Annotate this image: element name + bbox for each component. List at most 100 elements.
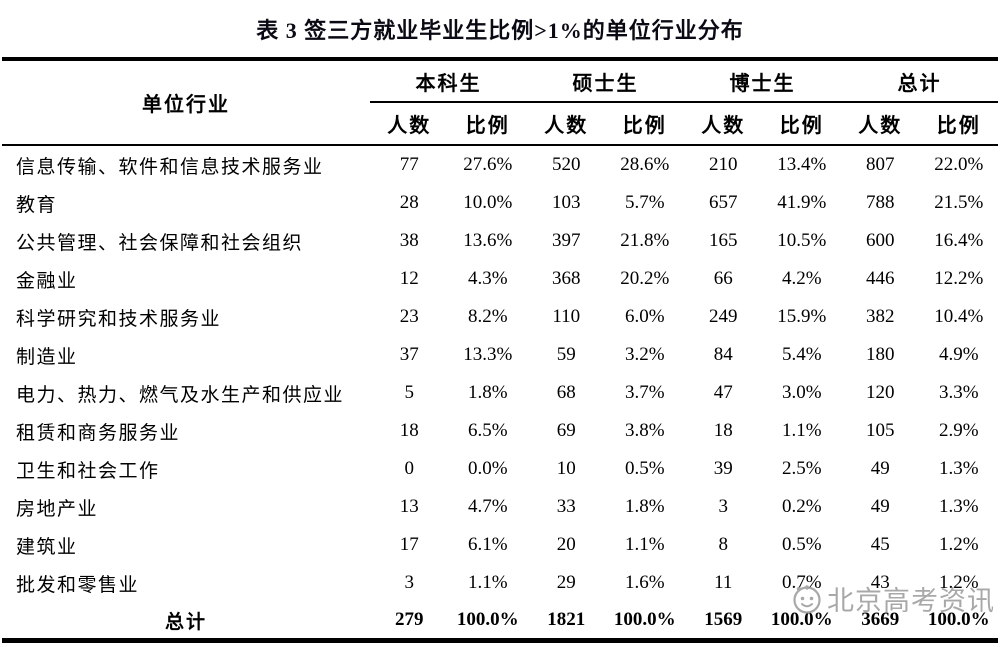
industry-label: 电力、热力、燃气及水生产和供应业	[16, 384, 345, 406]
ratio-cell: 1.2%	[938, 534, 979, 555]
table-row: 制造业 37 13.3% 59 3.2% 84 5.4% 180 4.9%	[2, 336, 998, 374]
count-cell: 520	[552, 154, 581, 175]
ratio-cell: 1.3%	[938, 458, 979, 479]
count-cell: 66	[713, 268, 733, 289]
count-cell: 84	[713, 344, 733, 365]
group-header-master: 硕士生	[527, 59, 684, 103]
ratio-cell: 16.4%	[934, 230, 984, 251]
table-row: 金融业 12 4.3% 368 20.2% 66 4.2% 446 12.2%	[2, 260, 998, 298]
count-cell: 1821	[547, 609, 586, 630]
table-row: 科学研究和技术服务业 23 8.2% 110 6.0% 249 15.9% 382 10.4%	[2, 298, 998, 336]
ratio-cell: 0.5%	[781, 534, 822, 555]
total-label: 总计	[164, 611, 207, 633]
group-header-undergraduate: 本科生	[370, 59, 527, 103]
ratio-cell: 1.8%	[467, 382, 508, 403]
ratio-cell: 100.0%	[927, 609, 990, 630]
ratio-cell: 6.5%	[467, 420, 508, 441]
industry-label: 批发和零售业	[16, 574, 140, 596]
ratio-cell: 13.3%	[463, 344, 513, 365]
count-cell: 8	[718, 534, 729, 555]
ratio-cell: 12.2%	[934, 268, 984, 289]
count-cell: 103	[552, 192, 581, 213]
ratio-cell: 6.0%	[624, 306, 665, 327]
ratio-cell: 3.8%	[624, 420, 665, 441]
count-cell: 69	[556, 420, 576, 441]
count-cell: 3669	[861, 609, 900, 630]
count-cell: 20	[556, 534, 576, 555]
count-cell: 180	[866, 344, 895, 365]
ratio-cell: 4.9%	[938, 344, 979, 365]
subheader-count: 人数	[370, 102, 449, 146]
count-cell: 11	[714, 572, 733, 593]
table-row: 电力、热力、燃气及水生产和供应业 5 1.8% 68 3.7% 47 3.0% 120 3.3%	[2, 374, 998, 412]
ratio-cell: 4.3%	[467, 268, 508, 289]
count-cell: 279	[395, 609, 424, 630]
count-cell: 49	[870, 458, 890, 479]
ratio-cell: 100.0%	[770, 609, 833, 630]
count-cell: 210	[709, 154, 738, 175]
count-cell: 10	[556, 458, 576, 479]
count-cell: 807	[866, 154, 895, 175]
industry-label: 公共管理、社会保障和社会组织	[16, 232, 304, 254]
ratio-cell: 28.6%	[620, 154, 670, 175]
count-cell: 49	[870, 496, 890, 517]
ratio-cell: 5.7%	[624, 192, 665, 213]
ratio-cell: 21.8%	[620, 230, 670, 251]
ratio-cell: 100.0%	[456, 609, 519, 630]
ratio-cell: 1.1%	[467, 572, 508, 593]
table-row: 信息传输、软件和信息技术服务业 77 27.6% 520 28.6% 210 13.4% 80…	[2, 145, 998, 184]
industry-label: 科学研究和技术服务业	[16, 308, 222, 330]
count-cell: 45	[870, 534, 890, 555]
count-cell: 29	[556, 572, 576, 593]
ratio-cell: 1.8%	[624, 496, 665, 517]
count-cell: 368	[552, 268, 581, 289]
ratio-cell: 1.1%	[781, 420, 822, 441]
ratio-cell: 41.9%	[777, 192, 827, 213]
ratio-cell: 0.2%	[781, 496, 822, 517]
ratio-cell: 3.0%	[781, 382, 822, 403]
ratio-cell: 0.7%	[781, 572, 822, 593]
count-cell: 59	[556, 344, 576, 365]
subheader-ratio: 比例	[762, 102, 841, 146]
ratio-cell: 5.4%	[781, 344, 822, 365]
count-cell: 5	[404, 382, 415, 403]
table-row: 批发和零售业 3 1.1% 29 1.6% 11 0.7% 43 1.2%	[2, 564, 998, 602]
industry-label: 建筑业	[16, 536, 78, 558]
count-cell: 446	[866, 268, 895, 289]
ratio-cell: 1.2%	[938, 572, 979, 593]
table-row: 教育 28 10.0% 103 5.7% 657 41.9% 788 21.5%	[2, 184, 998, 222]
industry-label: 教育	[16, 194, 58, 216]
ratio-cell: 1.1%	[624, 534, 665, 555]
count-cell: 3	[718, 496, 729, 517]
ratio-cell: 6.1%	[467, 534, 508, 555]
subheader-ratio: 比例	[605, 102, 684, 146]
count-cell: 105	[866, 420, 895, 441]
subheader-ratio: 比例	[919, 102, 998, 146]
ratio-cell: 2.9%	[938, 420, 979, 441]
count-cell: 657	[709, 192, 738, 213]
ratio-cell: 2.5%	[781, 458, 822, 479]
ratio-cell: 100.0%	[613, 609, 676, 630]
count-cell: 18	[713, 420, 733, 441]
count-cell: 28	[399, 192, 419, 213]
count-cell: 249	[709, 306, 738, 327]
ratio-cell: 15.9%	[777, 306, 827, 327]
table-body: 信息传输、软件和信息技术服务业 77 27.6% 520 28.6% 210 13.4% 80…	[2, 145, 998, 641]
count-cell: 38	[399, 230, 419, 251]
group-header-row: 单位行业 本科生 硕士生 博士生 总计	[2, 59, 998, 146]
ratio-cell: 10.4%	[934, 306, 984, 327]
total-row: 总计 279 100.0% 1821 100.0% 1569 100.0% 3669 100.0…	[2, 602, 998, 641]
count-cell: 68	[556, 382, 576, 403]
ratio-cell: 21.5%	[934, 192, 984, 213]
count-cell: 1569	[704, 609, 743, 630]
count-cell: 3	[404, 572, 415, 593]
industry-distribution-table: 单位行业 本科生 硕士生 博士生 总计 人数 比例 人数 比例 人数 比例 人数…	[2, 57, 998, 643]
industry-label: 制造业	[16, 346, 78, 368]
subheader-count: 人数	[684, 102, 763, 146]
ratio-cell: 20.2%	[620, 268, 670, 289]
ratio-cell: 10.0%	[463, 192, 513, 213]
ratio-cell: 1.6%	[624, 572, 665, 593]
count-cell: 788	[866, 192, 895, 213]
ratio-cell: 4.2%	[781, 268, 822, 289]
count-cell: 120	[866, 382, 895, 403]
